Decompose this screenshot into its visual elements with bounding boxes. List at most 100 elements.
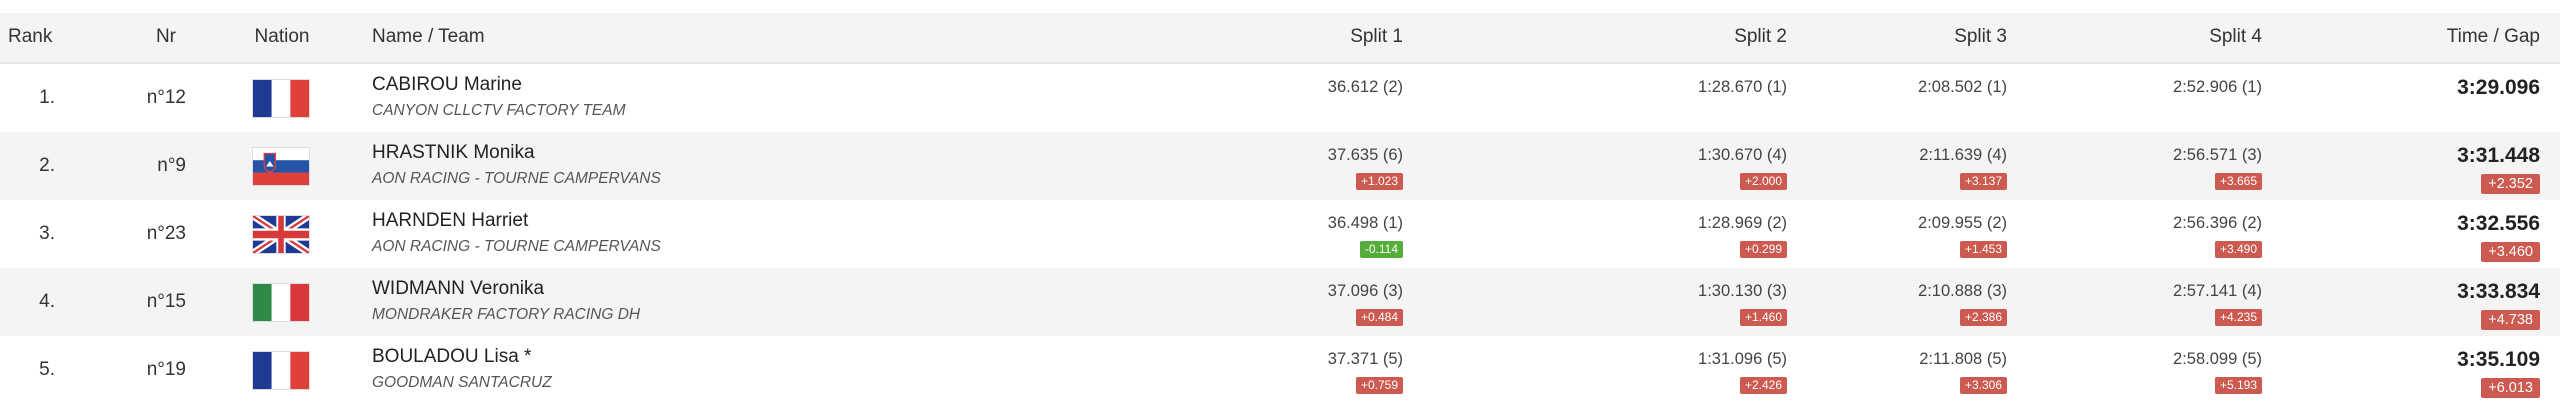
final-time: 3:33.834 +4.738 bbox=[2457, 280, 2540, 330]
flag-united-kingdom-icon bbox=[253, 216, 309, 253]
results-table: Rank Nr Nation Name / Team Split 1 Split… bbox=[0, 13, 2560, 404]
split-1: 37.096 (3) +0.484 bbox=[1328, 282, 1403, 326]
bib-number: n°23 bbox=[146, 223, 186, 244]
rider-name[interactable]: BOULADOU Lisa * bbox=[372, 346, 532, 367]
table-row[interactable]: 2. n°9 HRASTNIK Monika AON RACING - TOUR… bbox=[0, 132, 2560, 200]
team-name: CANYON CLLCTV FACTORY TEAM bbox=[372, 102, 626, 119]
split-gap-badge: +2.000 bbox=[1739, 173, 1787, 190]
rank: 2. bbox=[39, 155, 55, 176]
header-name-team[interactable]: Name / Team bbox=[372, 26, 485, 47]
split-4: 2:58.099 (5) +5.193 bbox=[2173, 350, 2262, 394]
split-4: 2:57.141 (4) +4.235 bbox=[2173, 282, 2262, 326]
split-gap-badge: +1.023 bbox=[1355, 173, 1403, 190]
team-name: AON RACING - TOURNE CAMPERVANS bbox=[372, 170, 661, 187]
header-nr[interactable]: Nr bbox=[155, 26, 176, 47]
table-row[interactable]: 5. n°19 BOULADOU Lisa * GOODMAN SANTACRU… bbox=[0, 336, 2560, 404]
split-2: 1:31.096 (5) +2.426 bbox=[1698, 350, 1787, 394]
split-time: 2:09.955 (2) bbox=[1918, 214, 2007, 232]
flag-france-icon bbox=[253, 80, 309, 117]
split-3: 2:10.888 (3) +2.386 bbox=[1918, 282, 2007, 326]
rider-name[interactable]: HARNDEN Harriet bbox=[372, 210, 529, 231]
split-time: 2:56.396 (2) bbox=[2173, 214, 2262, 232]
split-time: 1:28.670 (1) bbox=[1698, 78, 1787, 96]
split-gap-badge: +3.665 bbox=[2214, 173, 2262, 190]
split-time: 37.371 (5) bbox=[1327, 350, 1403, 368]
split-3: 2:08.502 (1) bbox=[1918, 78, 2007, 97]
split-gap-badge: +3.306 bbox=[1959, 377, 2007, 394]
split-gap-badge: +1.460 bbox=[1739, 309, 1787, 326]
rider-name[interactable]: WIDMANN Veronika bbox=[372, 278, 545, 299]
final-time: 3:35.109 +6.013 bbox=[2457, 348, 2540, 398]
rank: 3. bbox=[39, 223, 55, 244]
table-row[interactable]: 1. n°12 CABIROU Marine CANYON CLLCTV FAC… bbox=[0, 64, 2560, 132]
split-gap-badge: +2.426 bbox=[1739, 377, 1787, 394]
header-split-3[interactable]: Split 3 bbox=[1954, 26, 2007, 47]
time-gap-badge: +4.738 bbox=[2481, 310, 2540, 330]
total-time: 3:29.096 bbox=[2457, 76, 2540, 99]
split-gap-badge: +1.453 bbox=[1959, 241, 2007, 258]
split-gap-badge: +3.490 bbox=[2214, 241, 2262, 258]
split-time: 2:56.571 (3) bbox=[2173, 146, 2262, 164]
split-time: 2:10.888 (3) bbox=[1918, 282, 2007, 300]
split-time: 2:11.639 (4) bbox=[1919, 146, 2007, 164]
split-gap-badge: +5.193 bbox=[2214, 377, 2262, 394]
rider-name[interactable]: CABIROU Marine bbox=[372, 74, 522, 95]
time-gap-badge: +3.460 bbox=[2481, 242, 2540, 262]
split-gap-badge: +0.759 bbox=[1355, 377, 1403, 394]
time-gap-badge: +6.013 bbox=[2481, 378, 2540, 398]
split-2: 1:28.969 (2) +0.299 bbox=[1698, 214, 1787, 258]
split-4: 2:52.906 (1) bbox=[2173, 78, 2262, 97]
final-time: 3:29.096 bbox=[2457, 76, 2540, 100]
split-gap-badge: +2.386 bbox=[1959, 309, 2007, 326]
split-time: 37.635 (6) bbox=[1327, 146, 1403, 164]
bib-number: n°19 bbox=[146, 359, 186, 380]
split-gap-badge: -0.114 bbox=[1359, 241, 1403, 258]
header-split-2[interactable]: Split 2 bbox=[1734, 26, 1787, 47]
split-time: 1:30.130 (3) bbox=[1698, 282, 1787, 300]
bib-number: n°12 bbox=[146, 87, 186, 108]
team-name: MONDRAKER FACTORY RACING DH bbox=[372, 306, 641, 323]
total-time: 3:31.448 bbox=[2457, 144, 2540, 167]
split-3: 2:11.808 (5) +3.306 bbox=[1919, 350, 2007, 394]
header-nation[interactable]: Nation bbox=[254, 26, 310, 47]
split-gap-badge: +3.137 bbox=[1959, 173, 2007, 190]
split-time: 36.612 (2) bbox=[1327, 78, 1403, 96]
split-4: 2:56.396 (2) +3.490 bbox=[2173, 214, 2262, 258]
flag-slovenia-icon bbox=[253, 148, 309, 185]
flag-france-icon bbox=[253, 352, 309, 389]
split-time: 2:58.099 (5) bbox=[2173, 350, 2262, 368]
team-name: GOODMAN SANTACRUZ bbox=[372, 374, 552, 391]
split-time: 1:31.096 (5) bbox=[1698, 350, 1787, 368]
rank: 4. bbox=[39, 291, 55, 312]
total-time: 3:35.109 bbox=[2457, 348, 2540, 371]
split-3: 2:11.639 (4) +3.137 bbox=[1919, 146, 2007, 190]
final-time: 3:31.448 +2.352 bbox=[2457, 144, 2540, 194]
table-row[interactable]: 3. n°23 HARNDEN Harriet AON RACING - TOU… bbox=[0, 200, 2560, 268]
total-time: 3:33.834 bbox=[2457, 280, 2540, 303]
flag-italy-icon bbox=[253, 284, 309, 321]
split-time: 2:11.808 (5) bbox=[1919, 350, 2007, 368]
header-split-4[interactable]: Split 4 bbox=[2209, 26, 2262, 47]
split-1: 37.635 (6) +1.023 bbox=[1328, 146, 1403, 190]
header-rank[interactable]: Rank bbox=[8, 26, 53, 47]
split-time: 1:30.670 (4) bbox=[1698, 146, 1787, 164]
split-time: 36.498 (1) bbox=[1327, 214, 1403, 232]
split-4: 2:56.571 (3) +3.665 bbox=[2173, 146, 2262, 190]
split-1: 37.371 (5) +0.759 bbox=[1328, 350, 1403, 394]
total-time: 3:32.556 bbox=[2457, 212, 2540, 235]
table-header: Rank Nr Nation Name / Team Split 1 Split… bbox=[0, 13, 2560, 64]
rider-name[interactable]: HRASTNIK Monika bbox=[372, 142, 535, 163]
header-time-gap[interactable]: Time / Gap bbox=[2446, 26, 2540, 47]
time-gap-badge: +2.352 bbox=[2481, 174, 2540, 194]
rank: 5. bbox=[39, 359, 55, 380]
split-1: 36.612 (2) bbox=[1328, 78, 1403, 97]
final-time: 3:32.556 +3.460 bbox=[2457, 212, 2540, 262]
header-split-1[interactable]: Split 1 bbox=[1350, 26, 1403, 47]
bib-number: n°9 bbox=[157, 155, 186, 176]
table-row[interactable]: 4. n°15 WIDMANN Veronika MONDRAKER FACTO… bbox=[0, 268, 2560, 336]
rank: 1. bbox=[39, 87, 55, 108]
team-name: AON RACING - TOURNE CAMPERVANS bbox=[372, 238, 661, 255]
split-gap-badge: +0.299 bbox=[1739, 241, 1787, 258]
split-1: 36.498 (1) -0.114 bbox=[1328, 214, 1403, 258]
bib-number: n°15 bbox=[146, 291, 186, 312]
